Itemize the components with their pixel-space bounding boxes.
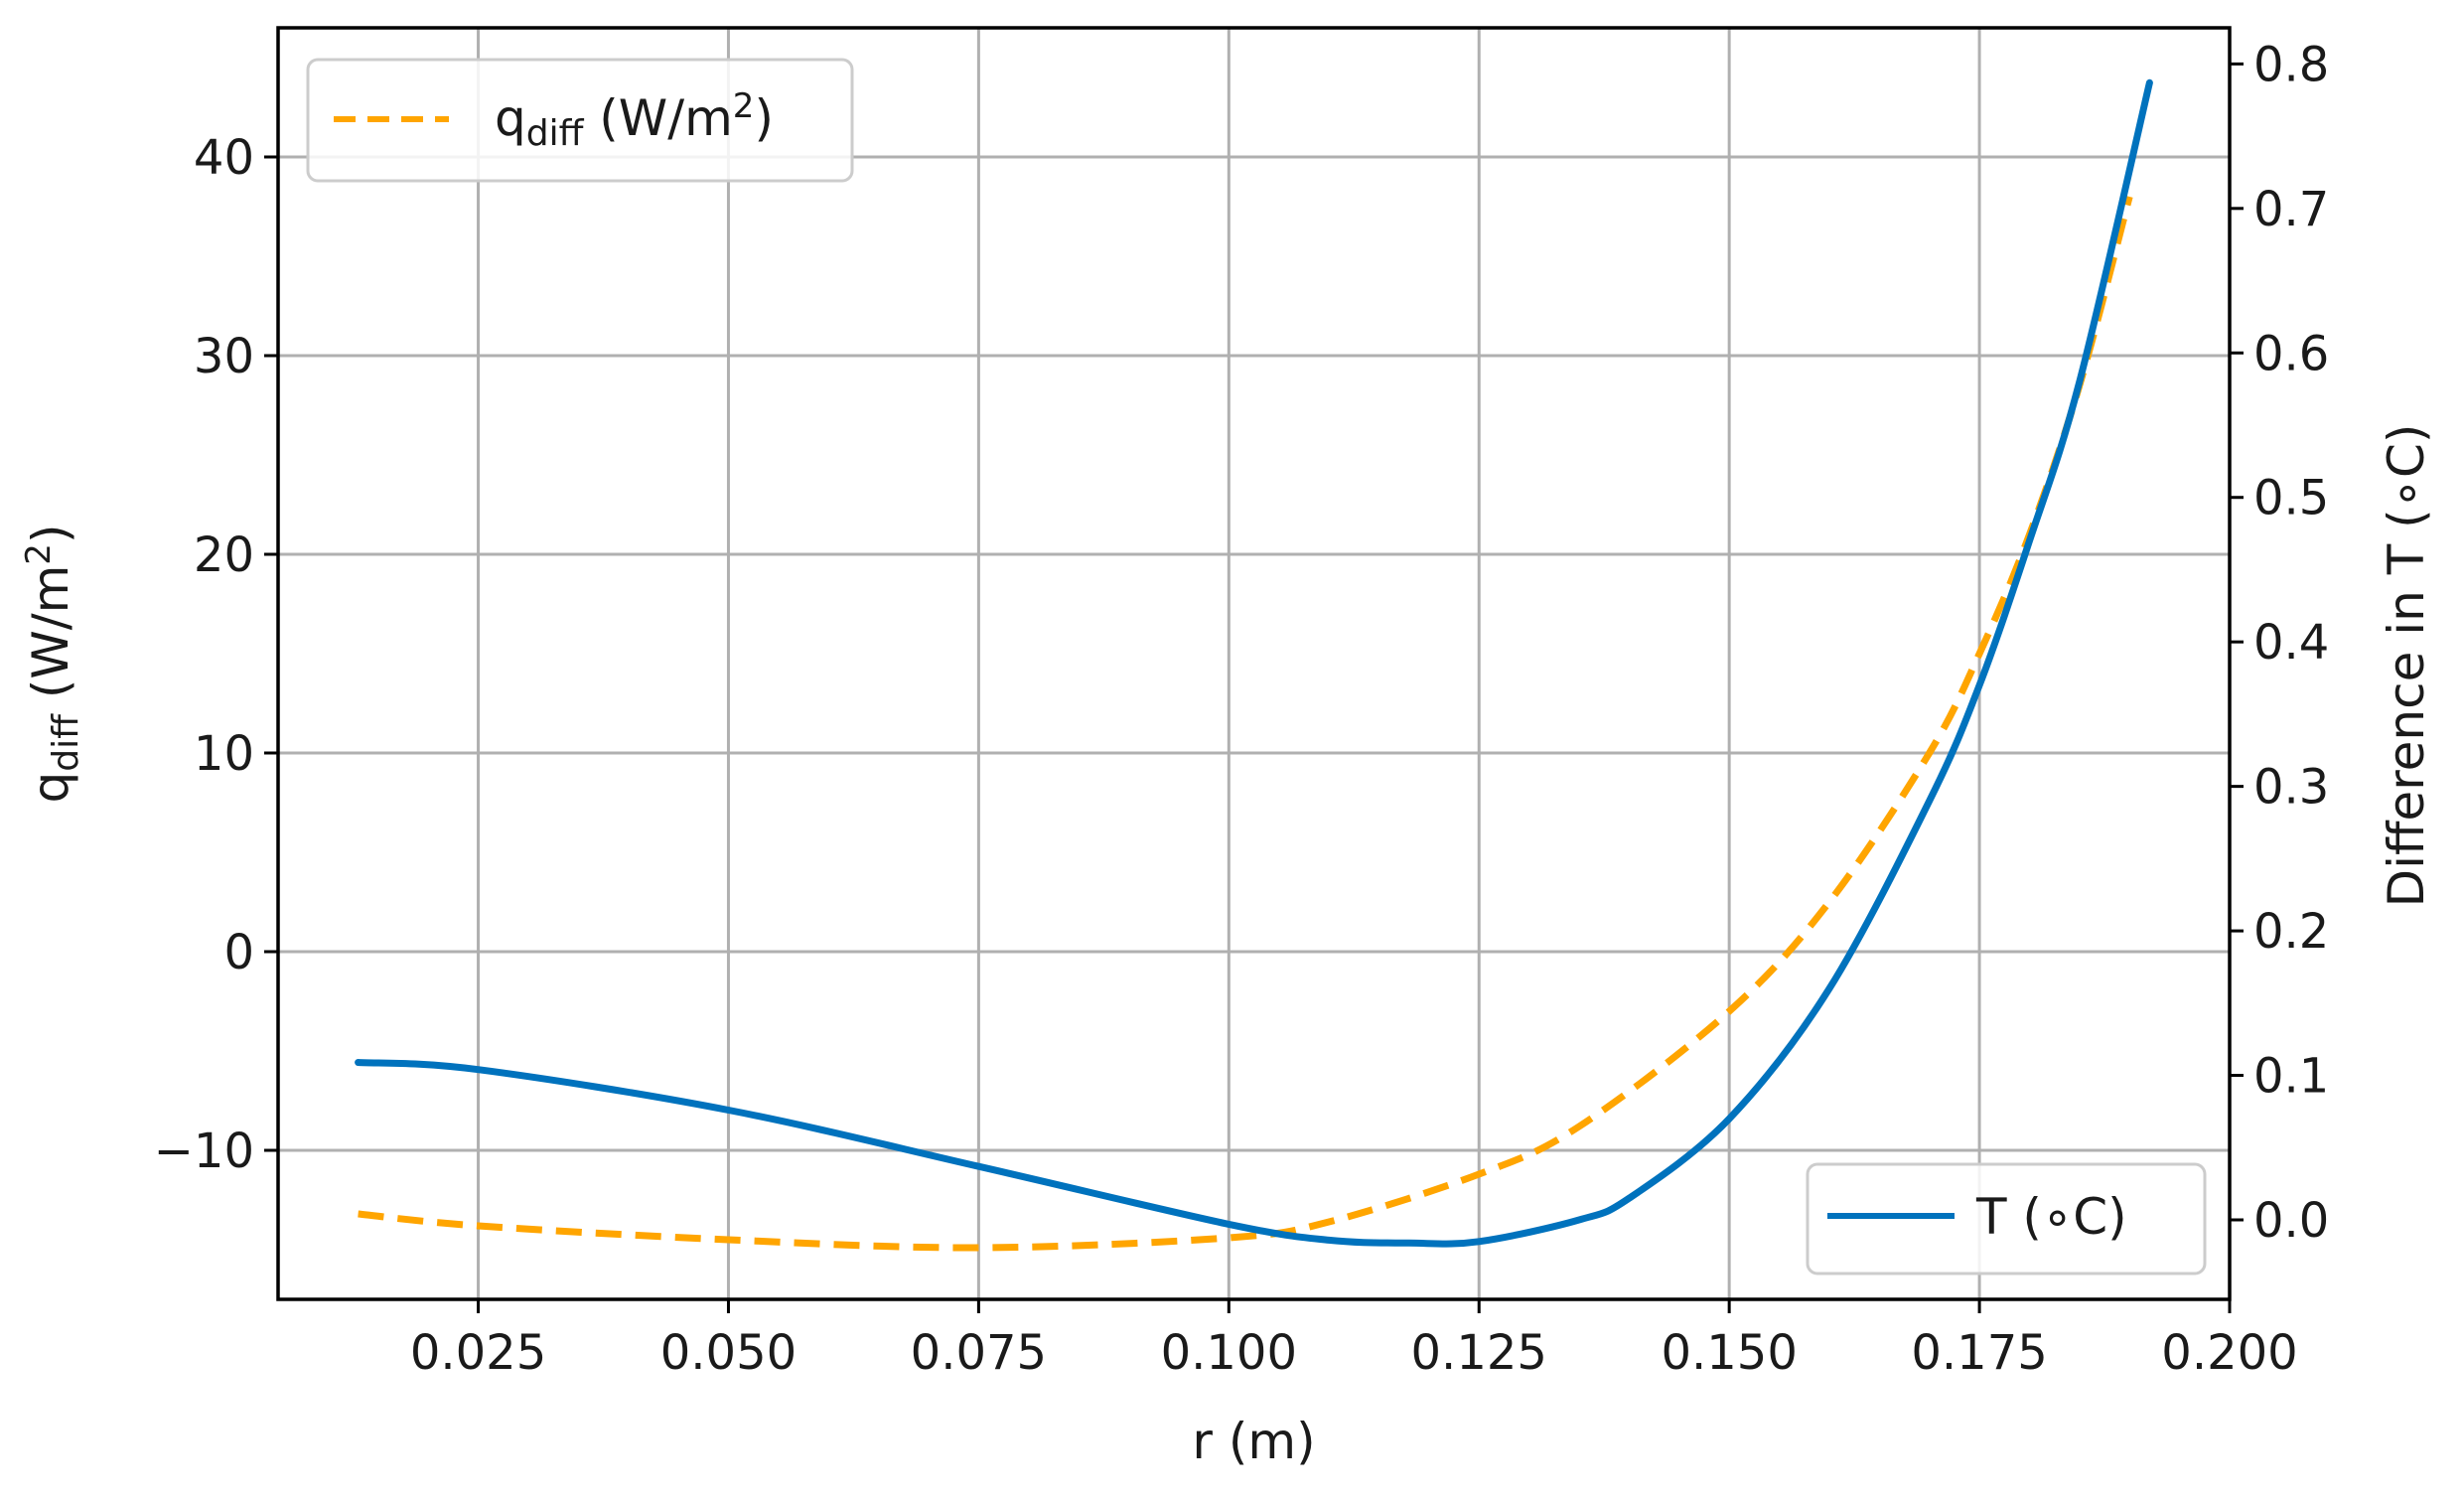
legend-qdiff-main: q bbox=[495, 89, 526, 147]
y-left-label-rest: (W/m bbox=[22, 565, 79, 714]
y-left-tick-label: 20 bbox=[194, 527, 254, 583]
y-right-tick-label: 0.7 bbox=[2253, 182, 2329, 237]
x-tick-label: 0.075 bbox=[911, 1325, 1047, 1381]
y-right-tick-label: 0.6 bbox=[2253, 326, 2329, 381]
y-right-tick-label: 0.2 bbox=[2253, 904, 2329, 960]
y-right-tick-label: 0.3 bbox=[2253, 760, 2329, 816]
axis-ticks: 0.025 0.050 0.075 0.100 0.125 0.150 0.175 0.200… bbox=[154, 37, 2330, 1381]
series-line-qdiff bbox=[358, 196, 2133, 1252]
y-right-tick-label: 0.0 bbox=[2253, 1193, 2329, 1249]
legend-qdiff: qdiff (W/m2) bbox=[306, 58, 854, 183]
legend-qdiff-box bbox=[306, 58, 854, 183]
x-tick-label: 0.125 bbox=[1411, 1325, 1547, 1381]
y-left-label-main: q bbox=[22, 772, 79, 804]
y-axis-left-label: qdiff (W/m2) bbox=[19, 525, 86, 804]
x-tick-label: 0.100 bbox=[1161, 1325, 1297, 1381]
y-left-tick-label: 40 bbox=[194, 130, 254, 186]
series-layer bbox=[355, 78, 2153, 1252]
y-left-tick-label: −10 bbox=[154, 1124, 254, 1179]
y-left-tick-label: 10 bbox=[194, 726, 254, 782]
grid-lines bbox=[278, 28, 2232, 1299]
legend-temperature: T (∘C) bbox=[1806, 1162, 2207, 1276]
legend-qdiff-sup: 2 bbox=[733, 86, 755, 126]
legend-temperature-label: T (∘C) bbox=[1975, 1188, 2127, 1246]
y-right-tick-label: 0.8 bbox=[2253, 37, 2329, 92]
y-right-tick-label: 0.1 bbox=[2253, 1049, 2329, 1105]
y-left-label-sup: 2 bbox=[19, 543, 59, 565]
x-tick-label: 0.175 bbox=[1911, 1325, 2047, 1381]
plot-area-frame bbox=[276, 26, 2232, 1301]
legend-qdiff-end: ) bbox=[754, 89, 774, 147]
x-tick-label: 0.025 bbox=[410, 1325, 546, 1381]
legend-qdiff-label: qdiff (W/m2) bbox=[495, 86, 774, 154]
y-left-tick-label: 0 bbox=[223, 925, 254, 980]
y-left-label-sub: diff bbox=[46, 713, 86, 772]
y-left-tick-label: 30 bbox=[194, 329, 254, 384]
x-tick-label: 0.050 bbox=[660, 1325, 797, 1381]
x-axis-label: r (m) bbox=[1192, 1413, 1315, 1470]
legend-qdiff-sub: diff bbox=[526, 113, 585, 154]
y-left-label-end: ) bbox=[22, 525, 79, 544]
x-tick-label: 0.150 bbox=[1661, 1325, 1797, 1381]
y-axis-right-label: Difference in T (∘C) bbox=[2378, 424, 2435, 908]
y-right-tick-label: 0.5 bbox=[2253, 471, 2329, 526]
legend-qdiff-rest: (W/m bbox=[583, 89, 732, 147]
legend-temperature-box bbox=[1806, 1162, 2207, 1276]
y-right-tick-label: 0.4 bbox=[2253, 615, 2329, 671]
x-tick-label: 0.200 bbox=[2161, 1325, 2297, 1381]
series-line-temperature bbox=[355, 78, 2153, 1248]
